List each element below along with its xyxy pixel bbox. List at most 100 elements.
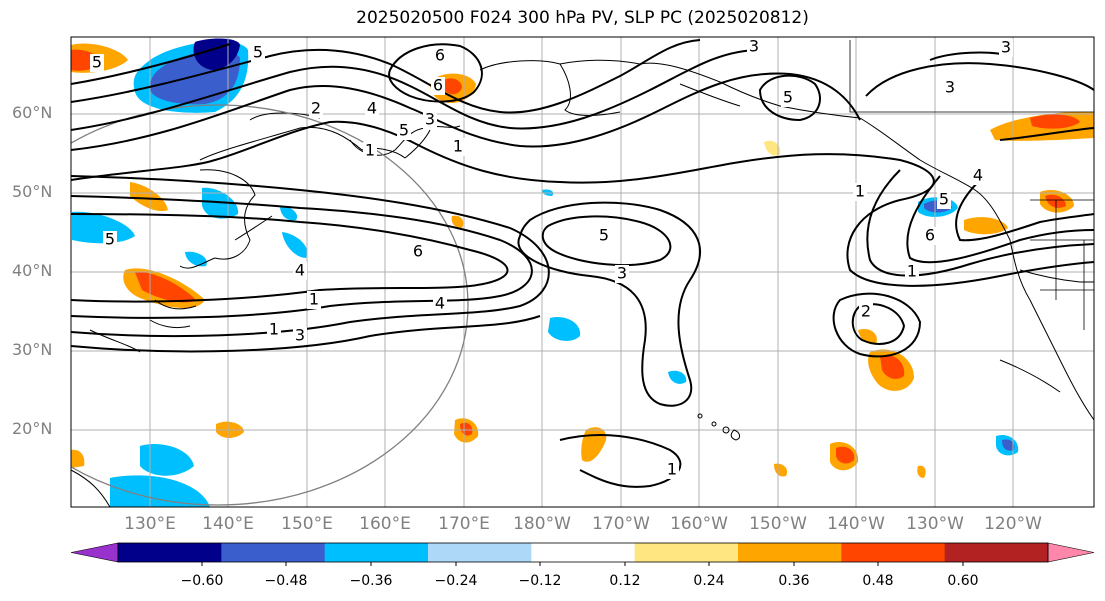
pv-positive-region bbox=[460, 422, 473, 436]
contour-label-mask bbox=[615, 265, 629, 283]
colorbar-frame bbox=[117, 542, 1049, 563]
contour-value-label: 1 bbox=[855, 182, 865, 201]
contour-value-label: 6 bbox=[435, 46, 445, 65]
reference-circle bbox=[71, 104, 469, 506]
plot-frame bbox=[70, 36, 1095, 508]
colorbar-tick-label: 0.12 bbox=[609, 573, 641, 589]
colorbar-tick-label: 0.36 bbox=[778, 573, 810, 589]
contour-label-mask bbox=[307, 291, 321, 309]
contour-label-mask bbox=[999, 39, 1013, 57]
colorbar-segment bbox=[324, 543, 429, 562]
contour-label-mask bbox=[781, 89, 795, 107]
lon-label-150w: 150°W bbox=[749, 514, 807, 534]
colorbar-extend-low bbox=[70, 542, 119, 563]
contour-label-mask bbox=[971, 167, 985, 185]
colorbar-segment bbox=[221, 543, 326, 562]
contour-value-label: 5 bbox=[92, 53, 102, 72]
contour-label-mask bbox=[597, 227, 611, 245]
contour-label-mask bbox=[251, 44, 265, 62]
contour-value-label: 3 bbox=[749, 37, 759, 56]
pv-negative-region bbox=[140, 444, 194, 476]
colorbar-segment bbox=[118, 543, 222, 562]
contour-label-mask bbox=[411, 243, 425, 261]
contour-value-label: 1 bbox=[453, 137, 463, 156]
lon-label-170w: 170°W bbox=[592, 514, 650, 534]
contour-value-label: 4 bbox=[295, 261, 305, 280]
colorbar-tick-label: 0.24 bbox=[693, 573, 725, 589]
contour-value-label: 6 bbox=[413, 242, 423, 261]
pv-positive-region bbox=[880, 355, 905, 379]
contour-label-mask bbox=[431, 77, 445, 95]
contour-value-label: 2 bbox=[311, 99, 321, 118]
pv-negative-region bbox=[202, 187, 239, 219]
contour-label-mask bbox=[397, 122, 411, 140]
colorbar-tick-label: −0.24 bbox=[434, 573, 478, 589]
lon-label-130e: 130°E bbox=[124, 514, 176, 534]
contour-value-label: 5 bbox=[105, 230, 115, 249]
colorbar-segment bbox=[428, 543, 532, 562]
lat-label-30n: 30°N bbox=[12, 340, 53, 359]
contour-value-label: 3 bbox=[295, 326, 305, 345]
contour-value-label: 1 bbox=[907, 262, 917, 281]
contour-label-mask bbox=[363, 142, 377, 160]
contour-label-mask bbox=[905, 263, 919, 281]
pv-positive-region bbox=[130, 182, 168, 212]
contour-value-label: 4 bbox=[367, 99, 377, 118]
contour-value-label: 4 bbox=[435, 294, 445, 313]
pv-positive-region bbox=[836, 446, 855, 464]
pv-positive-region bbox=[858, 328, 877, 345]
colorbar bbox=[70, 542, 1095, 566]
colorbar-tick-label: 0.48 bbox=[862, 573, 894, 589]
contour-label-mask bbox=[293, 327, 307, 345]
colorbar-segment bbox=[841, 543, 946, 562]
contour-value-label: 5 bbox=[399, 121, 409, 140]
pv-positive-region bbox=[451, 215, 464, 228]
hawaiian-islands bbox=[697, 413, 741, 441]
colorbar-tick-label: −0.60 bbox=[180, 573, 224, 589]
lon-label-160e: 160°E bbox=[359, 514, 411, 534]
contour-value-label: 3 bbox=[945, 78, 955, 97]
pv-negative-region bbox=[72, 211, 135, 244]
contour-value-label: 1 bbox=[667, 460, 677, 479]
contour-label-mask bbox=[859, 303, 873, 321]
coastlines bbox=[71, 59, 1094, 507]
lon-label-130w: 130°W bbox=[906, 514, 964, 534]
pv-negative-region bbox=[185, 251, 207, 267]
contour-value-label: 5 bbox=[253, 43, 263, 62]
contour-label-mask bbox=[853, 183, 867, 201]
contour-label-mask bbox=[309, 100, 323, 118]
colorbar-tick-label: −0.48 bbox=[264, 573, 308, 589]
political-borders bbox=[849, 40, 1094, 330]
contour-value-label: 5 bbox=[939, 190, 949, 209]
contour-value-label: 1 bbox=[309, 290, 319, 309]
pv-negative-region bbox=[110, 475, 210, 507]
pv-positive-region bbox=[444, 78, 462, 95]
contour-value-label: 1 bbox=[365, 141, 375, 160]
lon-label-170e: 170°E bbox=[438, 514, 490, 534]
lon-label-150e: 150°E bbox=[281, 514, 333, 534]
pv-negative-region bbox=[668, 370, 687, 384]
pv-positive-region bbox=[1045, 194, 1066, 208]
contour-label-mask bbox=[423, 111, 437, 129]
colorbar-tick-label: −0.36 bbox=[349, 573, 393, 589]
lat-label-60n: 60°N bbox=[12, 103, 53, 122]
lon-label-120w: 120°W bbox=[984, 514, 1042, 534]
lon-label-160w: 160°W bbox=[670, 514, 728, 534]
pv-positive-region bbox=[764, 140, 781, 156]
pv-positive-region bbox=[1030, 114, 1080, 129]
contour-value-label: 5 bbox=[599, 226, 609, 245]
pv-negative-region bbox=[282, 232, 308, 258]
contour-label-mask bbox=[103, 231, 117, 249]
lon-label-140e: 140°E bbox=[202, 514, 254, 534]
contour-label-mask bbox=[90, 54, 104, 72]
contour-value-label: 3 bbox=[425, 110, 435, 129]
colorbar-segment bbox=[738, 543, 842, 562]
contour-label-mask bbox=[665, 461, 679, 479]
map-title: 2025020500 F024 300 hPa PV, SLP PC (2025… bbox=[356, 8, 809, 28]
contour-label-mask bbox=[293, 262, 307, 280]
slp-contours bbox=[71, 39, 1094, 488]
pv-positive-region bbox=[964, 217, 1008, 235]
lon-label-180w: 180°W bbox=[513, 514, 571, 534]
gridlines bbox=[71, 37, 1094, 507]
